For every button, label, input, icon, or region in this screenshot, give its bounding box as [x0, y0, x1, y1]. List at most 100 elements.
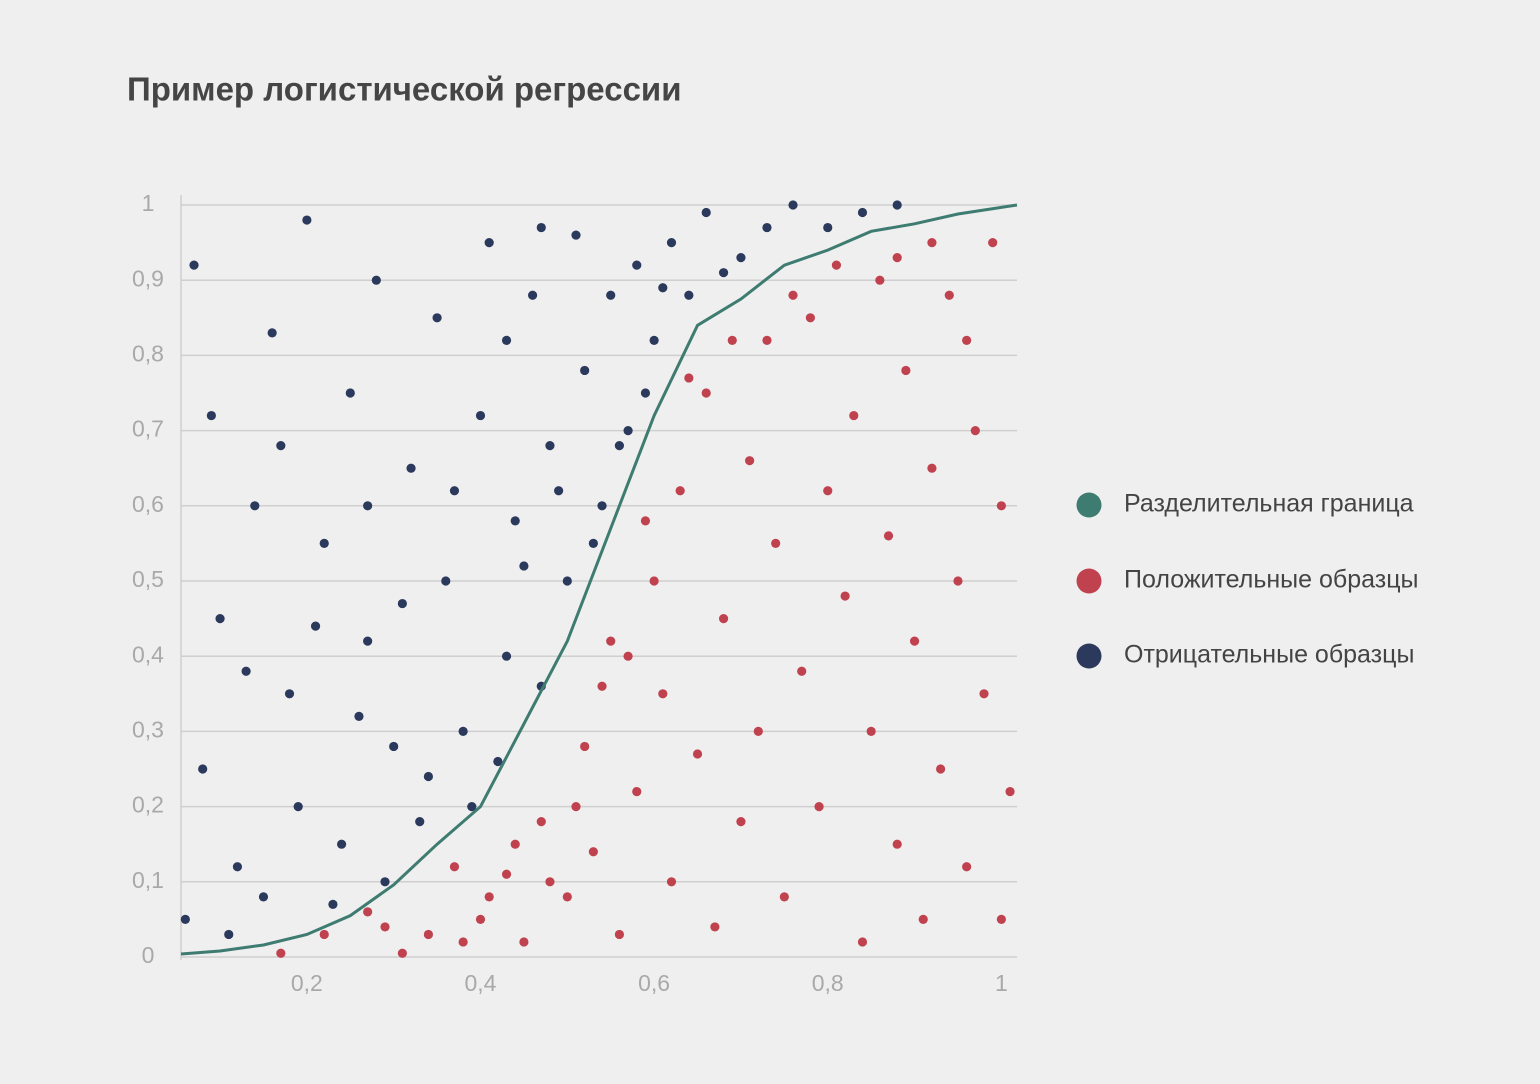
- point: [597, 681, 607, 691]
- point: [718, 268, 729, 278]
- point: [319, 538, 329, 549]
- point: [510, 839, 520, 849]
- point: [927, 238, 937, 248]
- point: [328, 899, 338, 909]
- point: [423, 771, 434, 782]
- point: [527, 290, 538, 300]
- point: [710, 922, 720, 932]
- point: [753, 726, 763, 737]
- point: [588, 538, 598, 549]
- point: [441, 576, 451, 586]
- point: [293, 802, 303, 812]
- point: [475, 410, 486, 421]
- point: [996, 914, 1006, 925]
- point: [675, 486, 685, 496]
- point: [493, 756, 503, 767]
- point: [614, 929, 625, 940]
- point: [449, 486, 460, 496]
- point: [554, 486, 564, 496]
- point: [224, 929, 234, 940]
- point: [936, 764, 946, 774]
- point: [571, 802, 581, 812]
- y-tick-label: 1: [142, 190, 155, 216]
- point: [823, 486, 833, 496]
- point: [510, 516, 520, 526]
- point: [580, 741, 590, 752]
- point: [363, 501, 373, 511]
- point: [423, 929, 434, 940]
- legend-marker: [1076, 643, 1102, 669]
- point: [258, 892, 269, 902]
- y-tick-label: 0,6: [132, 491, 164, 517]
- point: [458, 726, 468, 737]
- point: [623, 651, 633, 661]
- point: [267, 328, 277, 338]
- point: [458, 937, 468, 947]
- point: [597, 501, 607, 511]
- point: [1005, 786, 1015, 797]
- point: [745, 456, 755, 466]
- point: [501, 869, 512, 879]
- point: [788, 290, 798, 300]
- point: [397, 598, 407, 609]
- point: [944, 290, 954, 300]
- point: [449, 862, 460, 872]
- point: [727, 335, 737, 345]
- point: [337, 839, 347, 849]
- y-tick-label: 0,4: [132, 641, 164, 667]
- point: [701, 388, 711, 398]
- point: [206, 410, 216, 421]
- point: [215, 614, 225, 624]
- point: [501, 335, 512, 345]
- point: [857, 207, 868, 218]
- point: [901, 365, 911, 376]
- point: [762, 335, 772, 345]
- x-tick-label: 0,2: [291, 970, 323, 996]
- point: [415, 817, 425, 827]
- y-tick-label: 0,5: [132, 566, 164, 592]
- point: [380, 877, 390, 887]
- point: [484, 892, 494, 902]
- point: [875, 275, 885, 285]
- point: [250, 501, 260, 511]
- point: [371, 275, 381, 285]
- boundary-line: [180, 203, 1018, 956]
- point: [588, 847, 598, 857]
- point: [849, 410, 859, 421]
- point: [658, 283, 668, 293]
- point: [276, 441, 286, 451]
- point: [545, 877, 555, 887]
- x-tick-label: 1: [995, 970, 1008, 996]
- y-tick-label: 0,7: [132, 416, 164, 442]
- point: [632, 786, 642, 797]
- point: [788, 200, 798, 210]
- y-tick-label: 0,3: [132, 716, 164, 742]
- point: [927, 463, 937, 473]
- y-tick-label: 0,9: [132, 265, 164, 291]
- point: [632, 260, 642, 270]
- point: [979, 689, 989, 699]
- chart-title: Пример логистической регрессии: [127, 71, 682, 108]
- point: [484, 238, 494, 248]
- point: [814, 802, 824, 812]
- x-tick-label: 0,6: [638, 970, 670, 996]
- point: [988, 238, 998, 248]
- point: [189, 260, 199, 270]
- point: [180, 914, 190, 925]
- y-tick-label: 0,1: [132, 867, 164, 893]
- point: [519, 937, 529, 947]
- point: [640, 388, 651, 398]
- point: [771, 538, 781, 549]
- point: [970, 426, 980, 436]
- point: [536, 817, 546, 827]
- point: [823, 222, 833, 233]
- point: [501, 651, 512, 661]
- point: [467, 802, 477, 812]
- point: [241, 666, 251, 676]
- point: [406, 463, 416, 473]
- point: [606, 290, 616, 300]
- legend-marker: [1076, 568, 1102, 594]
- point: [779, 892, 789, 902]
- point: [658, 689, 668, 699]
